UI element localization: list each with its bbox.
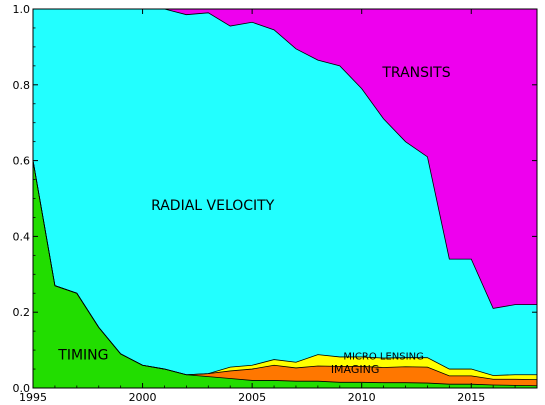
y-axis: 0.0 0.2 0.4 0.6 0.8 1.0 <box>13 3 537 395</box>
x-tick-label: 2005 <box>238 391 266 404</box>
x-tick-label: 2015 <box>457 391 485 404</box>
x-tick-label: 2010 <box>348 391 376 404</box>
y-tick-label: 0.2 <box>13 306 31 319</box>
annotation-timing: TIMING <box>57 348 108 364</box>
annotation-imaging: IMAGING <box>331 363 380 376</box>
area-radial-velocity <box>33 9 537 376</box>
x-tick-label: 1995 <box>19 391 47 404</box>
area-timing <box>33 160 537 388</box>
y-tick-label: 1.0 <box>13 3 31 16</box>
x-axis: 1995 2000 2005 2010 2015 <box>19 9 538 404</box>
x-tick-label: 2000 <box>129 391 157 404</box>
annotation-transits: TRANSITS <box>381 65 450 81</box>
y-tick-label: 0.6 <box>13 155 31 168</box>
y-tick-label: 0.0 <box>13 382 31 395</box>
area-layers <box>33 9 537 388</box>
area-transits <box>33 9 537 309</box>
annotation-micro-lensing: MICRO LENSING <box>343 352 423 363</box>
y-tick-label: 0.4 <box>13 230 31 243</box>
line-top-micro-lensing <box>32 160 537 376</box>
annotation-radial-velocity: RADIAL VELOCITY <box>151 198 275 214</box>
series-annotations: TRANSITS RADIAL VELOCITY TIMING MICRO LENSI… <box>57 65 450 376</box>
y-tick-label: 0.8 <box>13 79 31 92</box>
